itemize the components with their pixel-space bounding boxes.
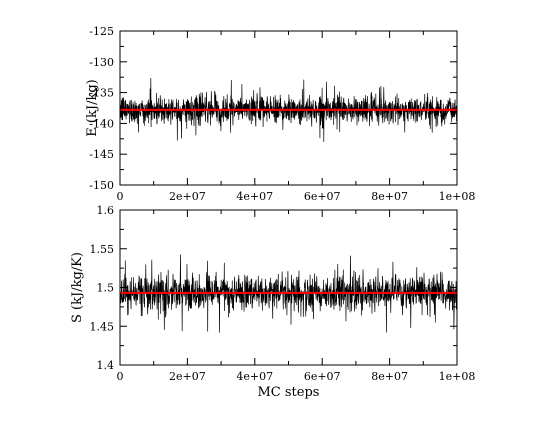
y-tick-label: 1.6 bbox=[97, 204, 115, 217]
x-tick-label: 0 bbox=[117, 370, 124, 383]
x-tick-label: 6e+07 bbox=[304, 370, 341, 383]
y-tick-label: -150 bbox=[89, 179, 114, 192]
y-tick-label: -125 bbox=[89, 25, 114, 38]
x-tick-label: 4e+07 bbox=[236, 370, 273, 383]
series-line bbox=[120, 254, 457, 333]
plot-frame bbox=[119, 209, 458, 366]
y-tick-label: -135 bbox=[89, 87, 114, 100]
entropy-panel: 0 2e+07 4e+07 6e+07 8e+07 1e+08 1.4 1.45 1.5 1.55… bbox=[70, 204, 475, 400]
x-tick-label: 4e+07 bbox=[236, 190, 273, 203]
y-tick-label: -140 bbox=[89, 117, 114, 130]
x-tick-label: 1e+08 bbox=[439, 190, 476, 203]
y-tick-label: 1.45 bbox=[90, 320, 115, 333]
energy-panel: 0 2e+07 4e+07 6e+07 8e+07 1e+08 -150 -145 -140 -1… bbox=[85, 25, 475, 203]
x-tick-label: 8e+07 bbox=[371, 370, 408, 383]
x-tick-label: 0 bbox=[117, 190, 124, 203]
x-tick-label: 2e+07 bbox=[169, 190, 206, 203]
y-tick-label: -145 bbox=[89, 148, 114, 161]
x-tick-label: 8e+07 bbox=[371, 190, 408, 203]
y-axis-label: E (kJ/kg) bbox=[85, 79, 100, 136]
y-tick-label: -130 bbox=[89, 56, 114, 69]
y-tick-label: 1.5 bbox=[97, 282, 115, 295]
x-tick-label: 1e+08 bbox=[439, 370, 476, 383]
x-tick-label: 2e+07 bbox=[169, 370, 206, 383]
x-tick-label: 6e+07 bbox=[304, 190, 341, 203]
y-axis-label: S (kJ/kg/K) bbox=[70, 252, 85, 323]
x-axis-label: MC steps bbox=[258, 385, 320, 400]
y-tick-label: 1.55 bbox=[90, 243, 115, 256]
y-tick-label: 1.4 bbox=[97, 359, 115, 372]
